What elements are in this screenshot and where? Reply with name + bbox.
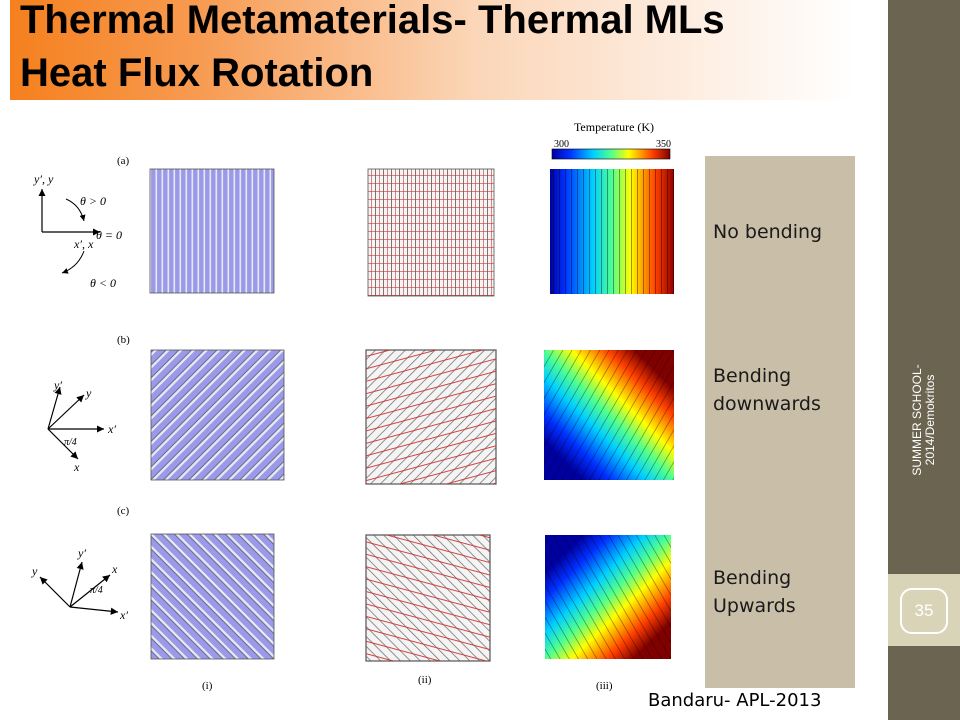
figure-svg: Temperature (K) 300 350 (a) (b) (c) y′, … (31, 120, 674, 692)
svg-text:y′: y′ (53, 378, 62, 392)
slide-title-line1: Thermal Metamaterials- Thermal MLs (20, 0, 725, 42)
colorbar-min-label: 300 (554, 139, 569, 150)
svg-text:x: x (111, 562, 118, 576)
temperature-map-b (544, 350, 674, 480)
svg-text:π/4: π/4 (90, 585, 103, 596)
row-label-b: (b) (117, 334, 130, 346)
mesh-structure-b (365, 349, 497, 485)
column-label-iii: (iii) (596, 680, 613, 692)
svg-text:x′: x′ (107, 422, 116, 436)
axes-diagram-a: y′, y θ > 0 x′, x θ = 0 θ < 0 (33, 172, 122, 290)
svg-text:y′, y: y′, y (33, 172, 54, 186)
page-number: 35 (900, 588, 948, 634)
label-bending-downwards: Bending downwards (713, 365, 821, 415)
citation: Bandaru- APL-2013 (648, 690, 822, 711)
slide-title-line2: Heat Flux Rotation (20, 51, 374, 95)
svg-text:y: y (85, 386, 92, 400)
slide-title: Thermal Metamaterials- Thermal MLs Heat … (20, 0, 880, 100)
sidebar-footer: SUMMER SCHOOL- 2014/Demokritos (888, 320, 960, 520)
axes-diagram-b: y′ y x′ x π/4 (47, 378, 116, 474)
bending-labels-panel: No bending Bending downwards Bending Upw… (705, 156, 855, 688)
svg-text:π/4: π/4 (64, 437, 77, 448)
row-label-c: (c) (117, 505, 130, 517)
mesh-structure-c (365, 534, 491, 662)
column-label-i: (i) (202, 680, 213, 692)
layer-structure-c (150, 533, 275, 660)
title-gradient-bar (10, 0, 855, 100)
layer-structure-a (149, 168, 275, 294)
colorbar-title: Temperature (K) (574, 120, 654, 134)
label-no-bending: No bending (713, 221, 823, 243)
svg-text:y′: y′ (77, 546, 86, 560)
temperature-map-a (550, 169, 674, 294)
axes-diagram-c: y y′ x x′ π/4 (31, 546, 128, 622)
layer-structure-b (150, 349, 285, 481)
svg-text:x′, x: x′, x (73, 237, 94, 251)
svg-text:y: y (31, 564, 38, 578)
row-label-a: (a) (117, 155, 130, 167)
mesh-structure-a (367, 168, 495, 297)
svg-text:x′: x′ (119, 608, 128, 622)
temperature-map-c (545, 535, 671, 659)
page-number-box: 35 (888, 574, 960, 646)
figure-panel: Temperature (K) 300 350 (a) (b) (c) y′, … (20, 107, 704, 701)
svg-text:θ < 0: θ < 0 (90, 276, 116, 290)
sidebar-footer-line2: 2014/Demokritos (923, 374, 937, 466)
column-label-ii: (ii) (418, 674, 432, 686)
label-bending-upwards: Bending Upwards (713, 567, 796, 617)
svg-text:θ = 0: θ = 0 (96, 228, 122, 242)
svg-text:x: x (73, 460, 80, 474)
colorbar-max-label: 350 (656, 139, 671, 150)
temperature-colorbar (551, 148, 671, 160)
svg-text:θ > 0: θ > 0 (80, 194, 106, 208)
